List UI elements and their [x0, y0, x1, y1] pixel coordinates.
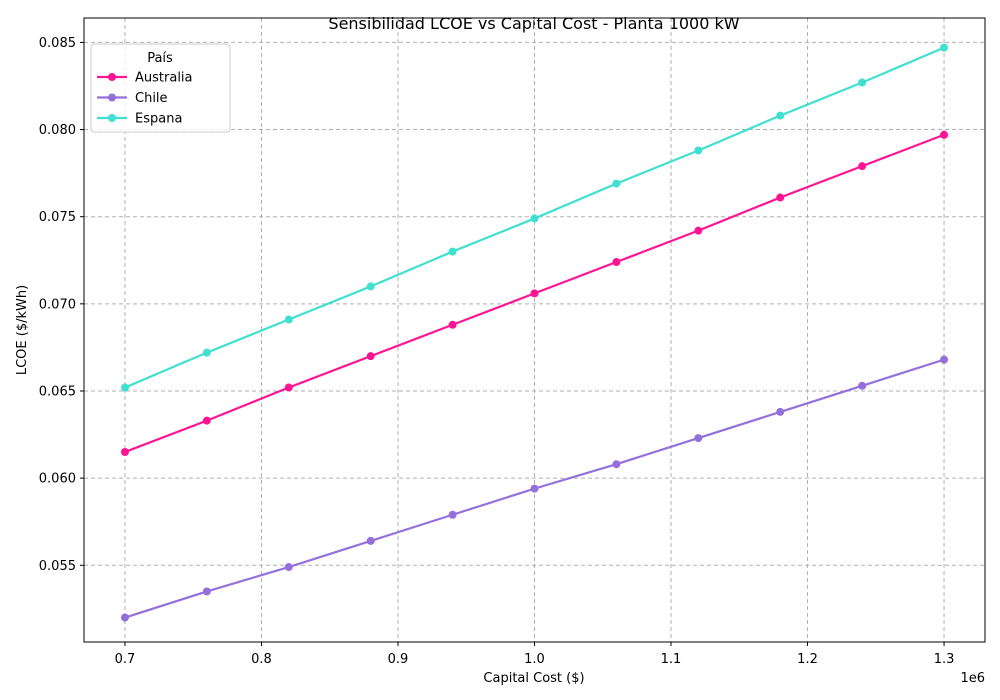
data-point-australia — [448, 320, 457, 329]
data-point-australia — [612, 258, 621, 267]
data-point-chile — [202, 587, 211, 596]
x-tick-label: 1.2 — [797, 652, 818, 667]
y-axis-label: LCOE ($/kWh) — [15, 285, 30, 375]
x-tick-label: 1.1 — [661, 652, 682, 667]
data-point-espana — [694, 146, 703, 155]
data-point-australia — [530, 289, 539, 298]
data-point-espana — [120, 383, 129, 392]
y-axis: 0.055 0.060 0.065 0.070 0.075 0.080 0.085 — [39, 36, 84, 574]
data-point-chile — [694, 434, 703, 443]
chart-title: Sensibilidad LCOE vs Capital Cost - Plan… — [328, 14, 739, 33]
x-tick-label: 1.3 — [934, 652, 955, 667]
y-tick-label: 0.075 — [39, 210, 76, 225]
legend-swatch-marker — [108, 93, 116, 102]
data-point-chile — [448, 510, 457, 519]
legend: País Australia Chile Espana — [90, 43, 231, 133]
legend-label: Australia — [135, 71, 193, 86]
y-tick-label: 0.060 — [39, 472, 76, 487]
legend-item-chile: Chile — [97, 91, 168, 106]
legend-title: País — [147, 51, 173, 66]
data-point-chile — [776, 407, 785, 416]
data-point-espana — [530, 214, 539, 223]
series-espana — [120, 43, 949, 392]
data-point-australia — [694, 226, 703, 235]
legend-label: Espana — [135, 112, 182, 127]
data-point-australia — [940, 130, 949, 139]
series-layer — [120, 43, 949, 622]
data-point-chile — [858, 381, 867, 390]
data-point-chile — [284, 563, 293, 572]
data-point-chile — [120, 613, 129, 622]
legend-swatch-marker — [108, 114, 116, 122]
data-point-espana — [940, 43, 949, 52]
grid — [84, 18, 985, 642]
series-chile — [120, 355, 949, 622]
data-point-australia — [776, 193, 785, 202]
x-tick-label: 0.8 — [251, 652, 272, 667]
data-point-espana — [202, 348, 211, 357]
x-offset-label: 1e6 — [960, 671, 985, 686]
data-point-australia — [120, 448, 129, 457]
y-tick-label: 0.065 — [39, 385, 76, 400]
legend-swatch-marker — [108, 73, 116, 81]
data-point-australia — [858, 162, 867, 171]
x-tick-label: 0.9 — [388, 652, 409, 667]
data-point-australia — [284, 383, 293, 392]
x-tick-label: 1.0 — [524, 652, 545, 667]
y-tick-label: 0.055 — [39, 559, 76, 574]
data-point-espana — [612, 179, 621, 188]
x-axis-label: Capital Cost ($) — [483, 671, 584, 686]
data-point-chile — [940, 355, 949, 364]
x-tick-label: 0.7 — [115, 652, 136, 667]
x-axis: 0.7 0.8 0.9 1.0 1.1 1.2 1.3 — [115, 642, 955, 667]
legend-item-espana: Espana — [97, 112, 182, 127]
data-point-espana — [284, 315, 293, 324]
data-point-chile — [612, 460, 621, 469]
data-point-espana — [448, 247, 457, 256]
data-point-espana — [776, 111, 785, 120]
data-point-chile — [530, 484, 539, 493]
series-australia — [120, 130, 949, 457]
data-point-espana — [858, 78, 867, 87]
data-point-australia — [202, 416, 211, 425]
data-point-australia — [366, 352, 375, 361]
y-tick-label: 0.080 — [39, 123, 76, 138]
legend-label: Chile — [135, 91, 168, 106]
data-point-espana — [366, 282, 375, 291]
y-tick-label: 0.085 — [39, 36, 76, 51]
legend-item-australia: Australia — [97, 71, 193, 86]
y-tick-label: 0.070 — [39, 297, 76, 312]
legend-box — [90, 43, 231, 133]
data-point-chile — [366, 536, 375, 545]
